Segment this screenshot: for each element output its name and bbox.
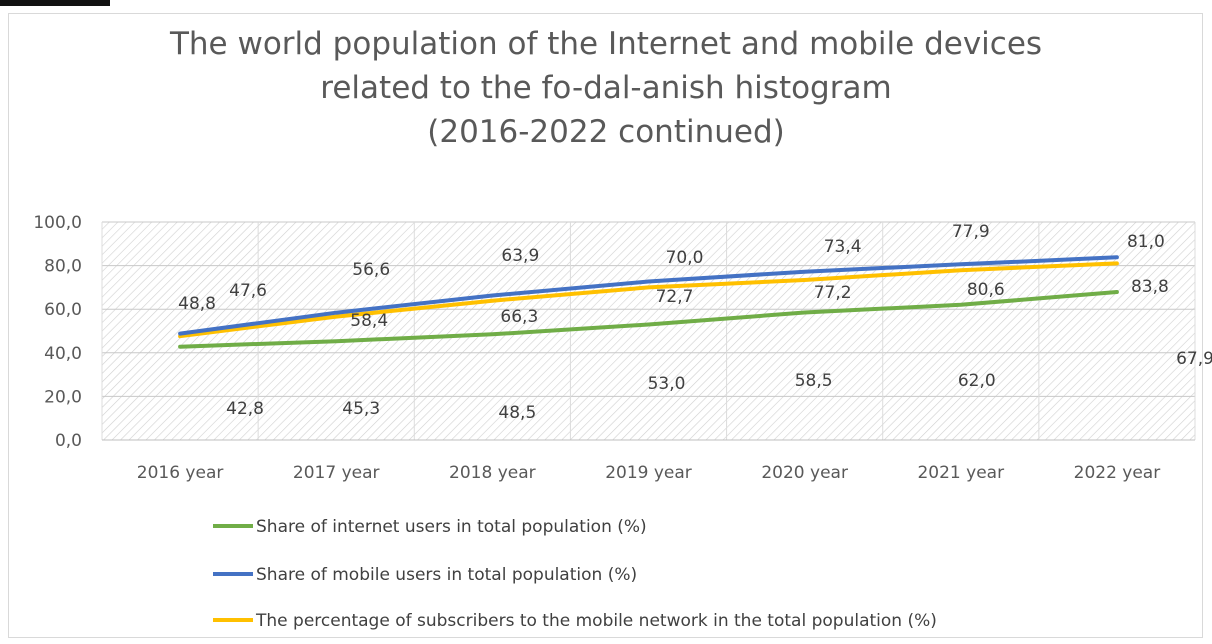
- series-line: [178, 255, 1119, 336]
- series-line: [178, 290, 1119, 349]
- legend-label: Share of mobile users in total populatio…: [256, 565, 637, 585]
- data-label: 48,8: [178, 294, 216, 314]
- legend-label: The percentage of subscribers to the mob…: [255, 611, 937, 631]
- y-tick-label: 20,0: [44, 387, 82, 407]
- data-label: 58,5: [795, 371, 833, 391]
- data-label: 62,0: [958, 371, 996, 391]
- x-tick-label: 2022 year: [1074, 463, 1161, 483]
- data-label: 70,0: [666, 248, 704, 268]
- data-label: 42,8: [226, 399, 264, 419]
- chart-title-line-1: The world population of the Internet and…: [169, 26, 1043, 62]
- data-label: 53,0: [648, 374, 686, 394]
- x-tick-label: 2019 year: [605, 463, 692, 483]
- chart-title-line-2: related to the fo-dal-anish histogram: [320, 70, 892, 106]
- data-label: 77,9: [952, 222, 990, 242]
- y-tick-label: 80,0: [44, 257, 82, 277]
- data-label: 67,9: [1176, 349, 1212, 369]
- chart-title-line-3: (2016-2022 continued): [427, 114, 785, 150]
- chart-title: The world population of the Internet and…: [0, 22, 1212, 154]
- data-label: 48,5: [498, 403, 536, 423]
- data-label: 56,6: [352, 260, 390, 280]
- data-label: 47,6: [229, 281, 267, 301]
- plot-area: [102, 222, 1195, 440]
- x-tick-label: 2018 year: [449, 463, 536, 483]
- data-label: 80,6: [967, 280, 1005, 300]
- data-label: 77,2: [814, 283, 852, 303]
- y-tick-label: 40,0: [44, 344, 82, 364]
- data-label: 45,3: [342, 399, 380, 419]
- top-black-bar: [0, 0, 110, 6]
- y-tick-label: 0,0: [55, 431, 82, 451]
- data-label: 72,7: [656, 287, 694, 307]
- x-tick-label: 2020 year: [761, 463, 848, 483]
- y-tick-label: 100,0: [33, 213, 82, 233]
- x-tick-label: 2021 year: [917, 463, 1004, 483]
- data-label: 73,4: [824, 237, 862, 257]
- data-label: 58,4: [350, 311, 388, 331]
- x-tick-label: 2017 year: [293, 463, 380, 483]
- data-label: 81,0: [1127, 232, 1165, 252]
- data-label: 83,8: [1131, 277, 1169, 297]
- x-tick-label: 2016 year: [137, 463, 224, 483]
- y-tick-label: 60,0: [44, 300, 82, 320]
- data-label: 63,9: [501, 246, 539, 266]
- data-label: 66,3: [500, 307, 538, 327]
- legend-label: Share of internet users in total populat…: [256, 517, 647, 537]
- series-line: [178, 261, 1119, 339]
